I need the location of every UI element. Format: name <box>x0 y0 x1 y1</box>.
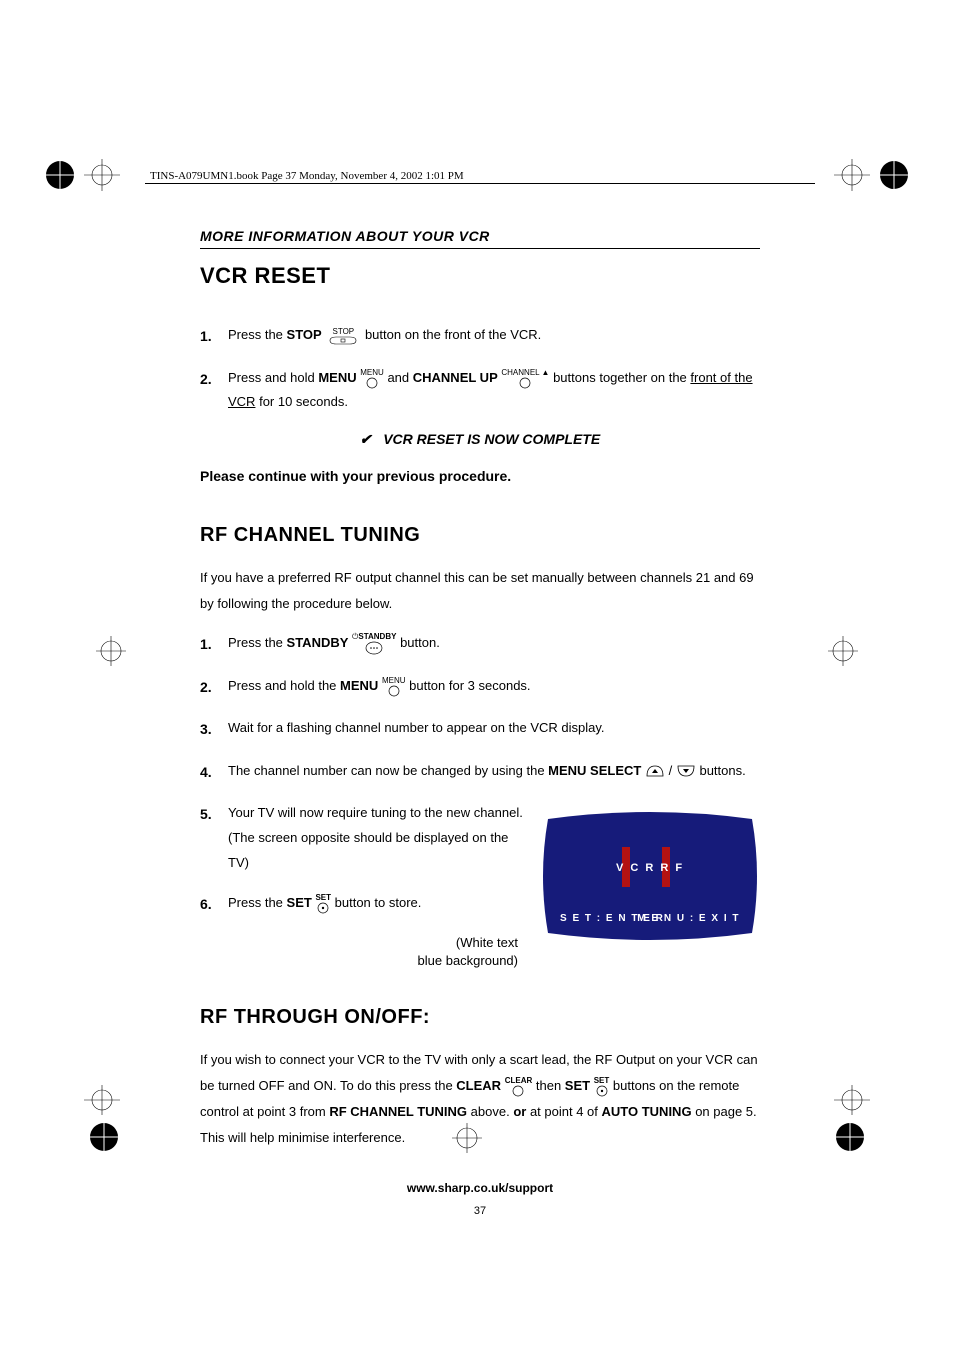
vcr-reset-title: VCR RESET <box>200 263 760 289</box>
text: for 10 seconds. <box>259 394 348 409</box>
section-header: MORE INFORMATION ABOUT YOUR VCR <box>200 228 760 244</box>
clear-button-icon: CLEAR <box>505 1076 533 1097</box>
text: The channel number can now be changed by… <box>228 763 548 778</box>
print-header: TINS-A079UMN1.book Page 37 Monday, Novem… <box>150 170 464 182</box>
menu-select-up-icon <box>645 763 669 778</box>
set-label: SET <box>565 1078 590 1093</box>
svg-text:V C R R F: V C R R F <box>616 862 684 874</box>
text: buttons. <box>699 763 745 778</box>
stop-label: STOP <box>287 327 322 342</box>
text: button for 3 seconds. <box>409 678 530 693</box>
clear-label: CLEAR <box>456 1078 501 1093</box>
step-2: 2. Press and hold the MENU MENU button f… <box>200 674 760 701</box>
step-3: 3. Wait for a flashing channel number to… <box>200 716 760 743</box>
or: or <box>513 1104 526 1119</box>
register-mark-mid-right <box>828 636 858 666</box>
svg-text:M E N U : E X I T: M E N U : E X I T <box>637 913 740 924</box>
rf-tuning-title: RF CHANNEL TUNING <box>200 524 760 547</box>
text: Wait for a flashing channel number to ap… <box>228 716 760 743</box>
rfct-ref: RF CHANNEL TUNING <box>329 1104 467 1119</box>
register-mark-top-right <box>812 155 912 195</box>
register-mark-bot-left <box>42 1085 142 1155</box>
text: Press the <box>228 327 287 342</box>
menu-label: MENU <box>340 678 378 693</box>
text: and <box>387 370 412 385</box>
text: Press and hold the <box>228 678 340 693</box>
step-6: 6. Press the SET SET button to store. <box>200 891 524 918</box>
tv-caption: (White text blue background) <box>200 934 524 970</box>
register-mark-mid-left <box>96 636 126 666</box>
channel-up-button-icon: CHANNEL ▲ <box>501 368 549 389</box>
text: Press the <box>228 635 287 650</box>
text: button. <box>400 635 440 650</box>
register-mark-bot-right <box>812 1085 912 1155</box>
rf-tuning-intro: If you have a preferred RF output channe… <box>200 565 760 617</box>
page-number: 37 <box>200 1205 760 1217</box>
text: button to store. <box>335 895 422 910</box>
auto-tuning-ref: AUTO TUNING <box>602 1104 692 1119</box>
continue-line: Please continue with your previous proce… <box>200 468 760 484</box>
step-4: 4. The channel number can now be changed… <box>200 759 760 786</box>
rf-tuning-steps: 1. Press the STANDBY ⏻STANDBY button. 2.… <box>200 631 760 785</box>
rf-through-title: RF THROUGH ON/OFF: <box>200 1006 760 1029</box>
vcr-reset-steps: 1. Press the STOP STOP button on the fro… <box>200 323 760 415</box>
text: Press the <box>228 895 287 910</box>
header-rule <box>200 248 760 249</box>
rf-tuning-steps-b: 5. Your TV will now require tuning to th… <box>200 801 524 918</box>
standby-label: STANDBY <box>287 635 349 650</box>
step-1: 1. Press the STANDBY ⏻STANDBY button. <box>200 631 760 658</box>
vcr-reset-complete: ✔ VCR RESET IS NOW COMPLETE <box>200 431 760 448</box>
step-5: 5. Your TV will now require tuning to th… <box>200 801 524 875</box>
text: Your TV will now require tuning to the n… <box>228 801 524 875</box>
stop-button-icon: STOP <box>325 328 361 344</box>
menu-button-icon: MENU <box>360 368 384 389</box>
text: buttons together on the <box>553 370 690 385</box>
step-2: 2. Press and hold MENU MENU and CHANNEL … <box>200 366 760 415</box>
set-button-icon: SET <box>594 1076 610 1097</box>
text: Press and hold <box>228 370 318 385</box>
rf-through-para: If you wish to connect your VCR to the T… <box>200 1047 760 1151</box>
footer-url: www.sharp.co.uk/support <box>200 1181 760 1195</box>
menu-button-icon: MENU <box>382 676 406 697</box>
print-header-rule <box>145 183 815 184</box>
menu-select-label: MENU SELECT <box>548 763 641 778</box>
menu-label: MENU <box>318 370 356 385</box>
register-mark-top-left <box>42 155 142 195</box>
text: button on the front of the VCR. <box>365 327 541 342</box>
channel-up-label: CHANNEL UP <box>413 370 498 385</box>
standby-button-icon: ⏻STANDBY <box>352 632 396 655</box>
step-number: 1. <box>200 323 228 350</box>
set-button-icon: SET <box>315 893 331 914</box>
step-number: 2. <box>200 366 228 415</box>
tv-screen: V C R R F S E T : E N T E R M E N U : E … <box>540 801 760 956</box>
menu-select-down-icon <box>672 763 699 778</box>
check-icon: ✔ <box>360 431 372 447</box>
set-label: SET <box>287 895 312 910</box>
step-1: 1. Press the STOP STOP button on the fro… <box>200 323 760 350</box>
